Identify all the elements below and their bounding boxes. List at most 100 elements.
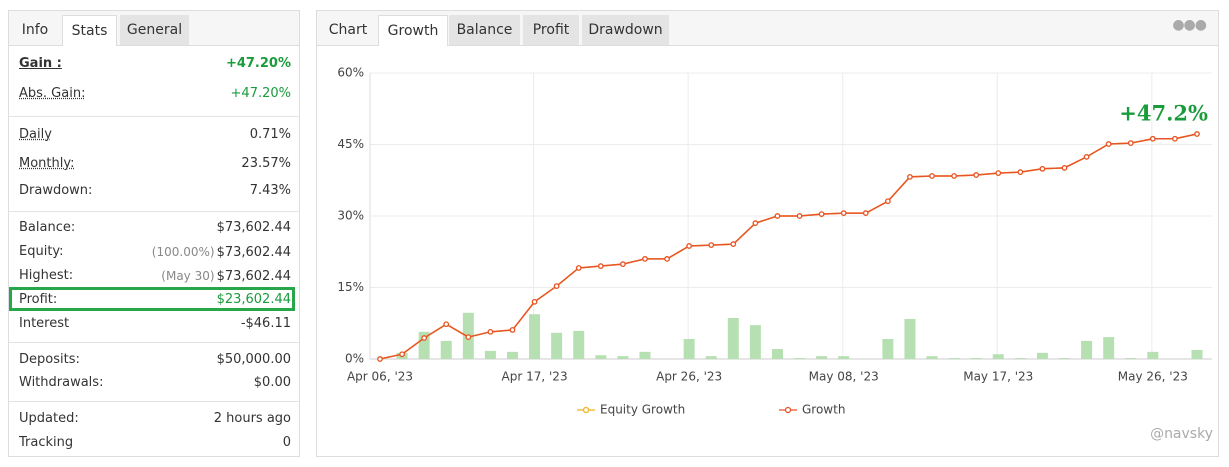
- legend-marker: [784, 406, 792, 414]
- point: [1039, 165, 1046, 172]
- bar: [948, 358, 960, 359]
- tab[interactable]: Drawdown: [582, 15, 669, 45]
- point: [642, 256, 648, 262]
- bar: [1147, 351, 1159, 359]
- point: [951, 173, 957, 179]
- bar: [838, 356, 850, 359]
- stat-row: Profit: $23,602.44: [19, 290, 291, 310]
- tab[interactable]: Growth: [378, 15, 448, 46]
- tab[interactable]: Info: [21, 22, 49, 38]
- point: [1083, 154, 1090, 160]
- point: [885, 198, 891, 205]
- stat-note: (100.00%): [151, 245, 215, 259]
- tab[interactable]: Profit: [523, 15, 579, 45]
- stat-row: Abs. Gain: +47.20%: [19, 84, 291, 104]
- bar: [418, 331, 430, 359]
- stat-value-group: $73,602.44: [217, 218, 291, 238]
- point: [443, 321, 450, 328]
- bar: [1081, 340, 1093, 359]
- bar: [506, 351, 518, 359]
- stat-row: Withdrawals: $0.00: [19, 373, 291, 393]
- point: [575, 265, 582, 271]
- bar: [816, 356, 828, 359]
- stat-value: 23.57%: [241, 156, 291, 171]
- y-tick-label: 60%: [337, 66, 364, 80]
- stat-row: Highest: (May 30) $73,602.44: [19, 266, 291, 286]
- stat-value-group: $50,000.00: [217, 350, 291, 370]
- point: [1194, 131, 1200, 137]
- x-tick-label: Apr 06, '23: [347, 370, 413, 384]
- x-tick-label: May 26, '23: [1118, 370, 1188, 384]
- bar: [771, 348, 783, 359]
- point: [774, 213, 781, 219]
- watermark: @navsky: [1150, 426, 1213, 442]
- bar: [617, 356, 629, 359]
- point: [730, 241, 737, 247]
- point: [752, 220, 759, 226]
- y-tick-label: 0%: [345, 352, 364, 366]
- point: [995, 170, 1002, 176]
- point: [708, 242, 715, 248]
- stat-value-group: 23.57%: [241, 154, 291, 174]
- stat-row: Drawdown: 7.43%: [19, 181, 291, 201]
- stat-value-group: +47.20%: [226, 54, 291, 74]
- bar: [794, 358, 806, 359]
- highlight-box: [9, 287, 295, 311]
- stat-value: $73,602.44: [216, 269, 291, 284]
- menu-icon[interactable]: ●●●: [1172, 17, 1207, 33]
- x-tick-label: Apr 26, '23: [656, 370, 722, 384]
- stat-label: Daily: [19, 127, 52, 142]
- stat-value: 7.43%: [249, 183, 291, 198]
- x-tick-label: May 08, '23: [809, 370, 879, 384]
- point: [487, 328, 494, 335]
- stat-row: Daily 0.71%: [19, 125, 291, 145]
- tab[interactable]: Chart: [328, 22, 368, 38]
- stat-label: Interest: [19, 316, 70, 331]
- stat-label: Abs. Gain:: [19, 86, 86, 101]
- chart-panel: Chart Growth Balance Profit Drawdown ●●●: [316, 10, 1219, 457]
- bar: [1059, 358, 1071, 359]
- stat-row: Deposits: $50,000.00: [19, 350, 291, 370]
- bar: [529, 314, 541, 359]
- point: [553, 283, 560, 289]
- point: [686, 243, 692, 249]
- stat-row: Gain : +47.20%: [19, 54, 291, 74]
- tab[interactable]: General: [120, 15, 189, 45]
- stat-label: Gain :: [19, 56, 62, 71]
- stat-value-group: 0: [283, 433, 291, 453]
- series-line: [379, 133, 1198, 360]
- bar: [727, 318, 739, 359]
- point: [973, 172, 980, 178]
- point: [597, 263, 604, 269]
- stat-value: -$46.11: [240, 316, 291, 331]
- legend-label: Growth: [802, 403, 845, 417]
- stat-value-group: 2 hours ago: [214, 409, 291, 429]
- point: [929, 173, 935, 179]
- stat-value: 2 hours ago: [213, 411, 291, 426]
- bar: [595, 355, 607, 359]
- point: [840, 210, 847, 216]
- point: [796, 213, 803, 219]
- point: [1061, 165, 1068, 171]
- stat-value: $50,000.00: [216, 352, 291, 367]
- stat-label: Deposits:: [19, 352, 80, 367]
- stat-label: Updated:: [19, 411, 79, 426]
- stat-value: $23,602.44: [216, 292, 291, 307]
- x-tick-label: Apr 17, '23: [502, 370, 568, 384]
- bar: [573, 330, 585, 359]
- bar: [992, 354, 1004, 359]
- y-tick-label: 15%: [337, 280, 364, 294]
- tab[interactable]: Stats: [62, 15, 117, 46]
- stat-label: Profit:: [19, 292, 58, 307]
- point: [1127, 140, 1134, 146]
- tab[interactable]: Balance: [449, 15, 520, 45]
- stat-row: Equity: (100.00%) $73,602.44: [19, 242, 291, 262]
- stat-label: Balance:: [19, 220, 76, 235]
- stat-row: Interest -$46.11: [19, 314, 291, 334]
- point: [377, 356, 383, 362]
- stat-value-group: 0.71%: [250, 125, 291, 145]
- point: [1172, 135, 1178, 142]
- stat-value: +47.20%: [225, 56, 291, 71]
- stat-label: Drawdown:: [19, 183, 93, 198]
